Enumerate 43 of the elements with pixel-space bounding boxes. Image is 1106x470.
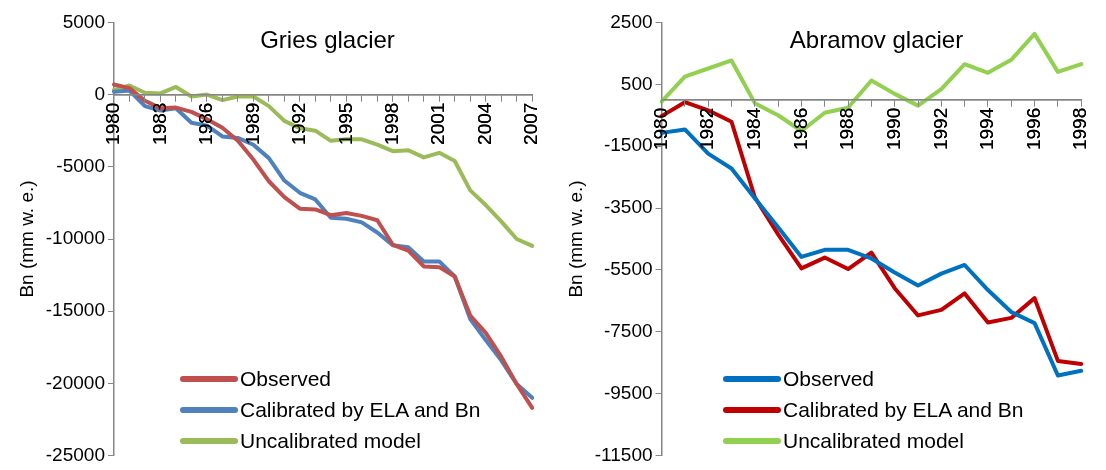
y-tick-label: 2500 <box>610 10 653 32</box>
legend-label: Uncalibrated model <box>783 428 964 454</box>
y-tick-label: -9500 <box>603 381 653 403</box>
x-tick-label: 1992 <box>929 107 951 151</box>
x-tick-label: 1998 <box>1069 107 1091 151</box>
y-tick-label: -7500 <box>603 320 653 342</box>
legend-label: Observed <box>240 366 332 392</box>
x-tick-label: 1996 <box>1022 107 1044 151</box>
x-tick-label: 1986 <box>789 107 811 151</box>
x-tick-label: 1992 <box>288 102 310 145</box>
y-tick-label: -25000 <box>45 443 105 465</box>
legend-label: Calibrated by ELA and Bn <box>783 397 1024 423</box>
y-tick-label: -15000 <box>45 299 105 321</box>
x-tick-label: 1994 <box>976 107 998 151</box>
x-tick-label: 1988 <box>836 107 858 151</box>
x-tick-label: 1980 <box>102 102 124 145</box>
y-tick-label: 5000 <box>62 10 105 32</box>
chart-title: Abramov glacier <box>789 26 964 53</box>
y-tick-label: -11500 <box>594 443 653 465</box>
legend-label: Uncalibrated model <box>240 428 421 454</box>
y-tick-label: -3500 <box>603 196 653 218</box>
x-tick-label: 2001 <box>427 102 449 145</box>
y-tick-label: 500 <box>620 72 653 94</box>
x-tick-label: 2007 <box>520 102 542 145</box>
x-tick-label: 1990 <box>882 107 904 151</box>
x-tick-label: 1982 <box>696 107 718 151</box>
chart-title: Gries glacier <box>260 26 395 53</box>
x-tick-label: 1995 <box>334 102 356 145</box>
x-tick-label: 1989 <box>241 102 263 145</box>
y-tick-label: 0 <box>94 82 105 104</box>
x-tick-label: 1986 <box>195 102 217 145</box>
y-tick-label: -20000 <box>45 371 105 393</box>
x-tick-label: 1998 <box>381 102 403 145</box>
y-tick-label: -5500 <box>603 258 653 280</box>
legend-label: Observed <box>783 366 875 392</box>
x-tick-label: 2004 <box>473 102 495 145</box>
y-axis-title: Bn (mm w. e.) <box>564 180 586 298</box>
x-tick-label: 1984 <box>743 107 765 151</box>
y-tick-label: -5000 <box>56 155 105 177</box>
x-tick-label: 1983 <box>148 102 170 145</box>
y-axis-title: Bn (mm w. e.) <box>15 180 37 298</box>
legend-label: Calibrated by ELA and Bn <box>240 397 481 423</box>
y-tick-label: -10000 <box>45 227 105 249</box>
